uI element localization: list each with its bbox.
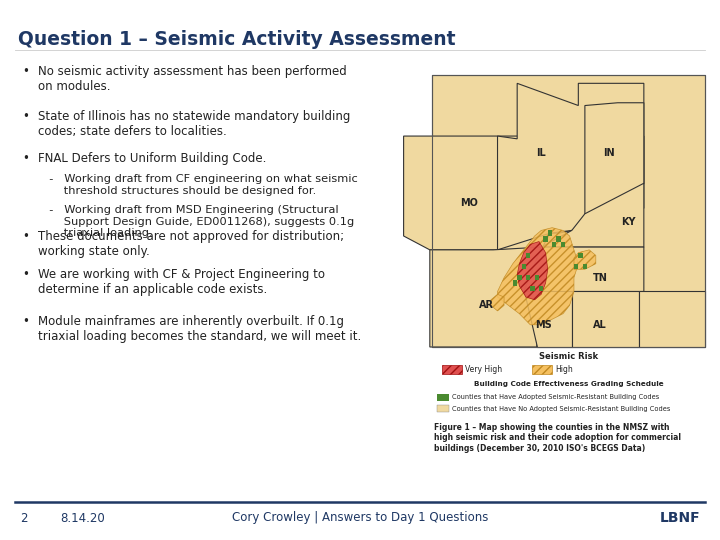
Polygon shape bbox=[585, 103, 644, 214]
Polygon shape bbox=[526, 253, 530, 258]
Text: KY: KY bbox=[621, 217, 636, 227]
Polygon shape bbox=[578, 253, 582, 258]
Polygon shape bbox=[557, 236, 561, 241]
Text: Question 1 – Seismic Activity Assessment: Question 1 – Seismic Activity Assessment bbox=[18, 30, 456, 49]
Polygon shape bbox=[574, 264, 578, 269]
Text: LBNF: LBNF bbox=[660, 511, 700, 525]
Polygon shape bbox=[404, 136, 644, 250]
Text: •: • bbox=[22, 230, 29, 243]
Polygon shape bbox=[548, 231, 552, 236]
Text: FNAL Defers to Uniform Building Code.: FNAL Defers to Uniform Building Code. bbox=[38, 152, 266, 165]
Bar bbox=[437, 394, 449, 401]
Text: -   Working draft from MSD Engineering (Structural
      Support Design Guide, E: - Working draft from MSD Engineering (St… bbox=[42, 205, 354, 238]
Text: Seismic Risk: Seismic Risk bbox=[539, 352, 598, 361]
Text: Module mainframes are inherently overbuilt. If 0.1g
triaxial loading becomes the: Module mainframes are inherently overbui… bbox=[38, 315, 361, 343]
FancyBboxPatch shape bbox=[532, 365, 552, 374]
Text: Building Code Effectiveness Grading Schedule: Building Code Effectiveness Grading Sche… bbox=[474, 381, 663, 387]
Text: TN: TN bbox=[593, 273, 608, 282]
Text: 8.14.20: 8.14.20 bbox=[60, 511, 104, 524]
Polygon shape bbox=[521, 264, 526, 269]
Text: •: • bbox=[22, 268, 29, 281]
Text: Counties that Have No Adopted Seismic-Resistant Building Codes: Counties that Have No Adopted Seismic-Re… bbox=[452, 406, 670, 411]
Polygon shape bbox=[561, 241, 565, 247]
Polygon shape bbox=[535, 275, 539, 280]
Text: Cory Crowley | Answers to Day 1 Questions: Cory Crowley | Answers to Day 1 Question… bbox=[232, 511, 488, 524]
Bar bbox=[432, 75, 705, 347]
Polygon shape bbox=[513, 280, 517, 286]
Text: -   Working draft from CF engineering on what seismic
      threshold structures: - Working draft from CF engineering on w… bbox=[42, 174, 358, 195]
Bar bbox=[432, 75, 705, 347]
Polygon shape bbox=[430, 247, 541, 347]
Text: •: • bbox=[22, 65, 29, 78]
Text: We are working with CF & Project Engineering to
determine if an applicable code : We are working with CF & Project Enginee… bbox=[38, 268, 325, 296]
Text: IN: IN bbox=[603, 148, 615, 158]
Polygon shape bbox=[523, 292, 572, 347]
Polygon shape bbox=[552, 241, 557, 247]
Text: Very High: Very High bbox=[465, 365, 502, 374]
Text: Figure 1 – Map showing the counties in the NMSZ with
high seismic risk and their: Figure 1 – Map showing the counties in t… bbox=[434, 423, 681, 453]
Polygon shape bbox=[498, 228, 578, 325]
Polygon shape bbox=[541, 183, 644, 247]
Polygon shape bbox=[582, 264, 587, 269]
Text: MO: MO bbox=[460, 198, 478, 208]
Text: High: High bbox=[555, 365, 572, 374]
Text: Counties that Have Adopted Seismic-Resistant Building Codes: Counties that Have Adopted Seismic-Resis… bbox=[452, 395, 660, 401]
Polygon shape bbox=[491, 294, 504, 311]
Text: •: • bbox=[22, 152, 29, 165]
Text: These documents are not approved for distribution;
working state only.: These documents are not approved for dis… bbox=[38, 230, 344, 258]
Polygon shape bbox=[517, 275, 521, 280]
Polygon shape bbox=[498, 83, 644, 250]
Text: State of Illinois has no statewide mandatory building
codes; state defers to loc: State of Illinois has no statewide manda… bbox=[38, 110, 351, 138]
Polygon shape bbox=[530, 286, 535, 292]
Polygon shape bbox=[523, 247, 644, 292]
Text: •: • bbox=[22, 110, 29, 123]
Polygon shape bbox=[639, 292, 705, 347]
Text: IL: IL bbox=[536, 148, 546, 158]
Polygon shape bbox=[544, 236, 548, 241]
Text: AR: AR bbox=[479, 300, 494, 310]
Text: •: • bbox=[22, 315, 29, 328]
Bar bbox=[437, 405, 449, 412]
Polygon shape bbox=[539, 286, 544, 292]
Polygon shape bbox=[572, 292, 639, 347]
Polygon shape bbox=[574, 250, 596, 269]
Text: MS: MS bbox=[535, 320, 552, 330]
Polygon shape bbox=[517, 241, 548, 300]
FancyBboxPatch shape bbox=[442, 365, 462, 374]
Text: AL: AL bbox=[593, 320, 607, 330]
Polygon shape bbox=[526, 275, 530, 280]
Text: 2: 2 bbox=[20, 511, 27, 524]
Text: No seismic activity assessment has been performed
on modules.: No seismic activity assessment has been … bbox=[38, 65, 347, 93]
